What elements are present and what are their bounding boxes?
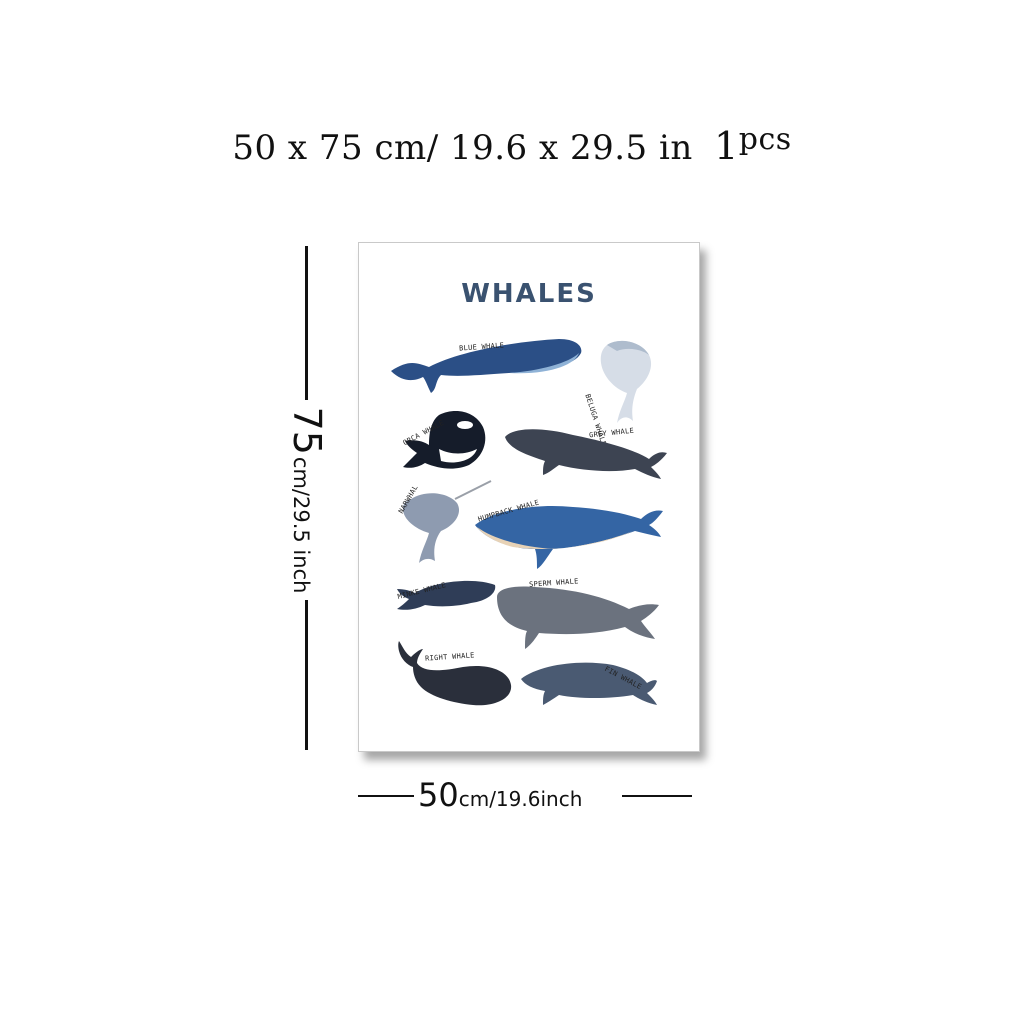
right-whale-illustration xyxy=(398,641,512,706)
beluga-whale-illustration xyxy=(600,340,652,423)
orca-whale-illustration xyxy=(403,411,486,469)
width-line-left xyxy=(358,795,414,797)
height-unit: cm/29.5 inch xyxy=(289,456,313,594)
height-line-bottom xyxy=(305,600,308,750)
width-value: 50 xyxy=(418,776,459,814)
whales-poster: WHALES BLUE WHALE BELUGA WHALE ORCA WHAL… xyxy=(358,242,700,752)
height-dimension-label: 75cm/29.5 inch xyxy=(285,407,329,594)
grey-whale-illustration xyxy=(505,429,667,479)
height-line-top xyxy=(305,246,308,400)
size-text: 50 x 75 cm/ 19.6 x 29.5 in xyxy=(232,128,693,168)
pieces-unit: pcs xyxy=(738,122,792,157)
pieces-count: 1pcs xyxy=(714,122,792,168)
humpback-whale-illustration xyxy=(475,505,663,569)
poster-title: WHALES xyxy=(461,279,597,309)
sperm-whale-illustration xyxy=(497,586,659,649)
width-line-right xyxy=(622,795,692,797)
width-unit: cm/19.6inch xyxy=(458,787,583,811)
pieces-number: 1 xyxy=(714,124,739,168)
fin-whale-illustration xyxy=(521,662,657,705)
minke-whale-illustration xyxy=(397,580,496,610)
narwhal-illustration xyxy=(403,480,492,563)
height-value: 75 xyxy=(285,406,329,455)
width-dimension-label: 50cm/19.6inch xyxy=(418,776,582,814)
size-headline: 50 x 75 cm/ 19.6 x 29.5 in 1pcs xyxy=(0,122,1024,168)
blue-whale-illustration xyxy=(391,339,582,393)
